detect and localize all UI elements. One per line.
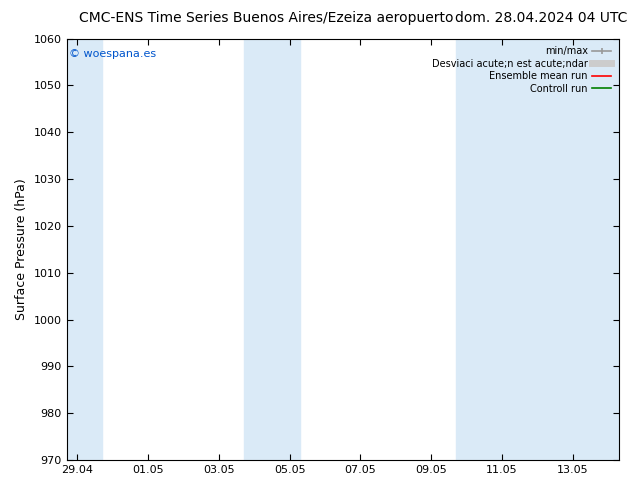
Text: © woespana.es: © woespana.es <box>69 49 157 59</box>
Legend: min/max, Desviaci acute;n est acute;ndar, Ensemble mean run, Controll run: min/max, Desviaci acute;n est acute;ndar… <box>429 44 614 97</box>
Bar <box>67 39 102 460</box>
Bar <box>243 39 301 460</box>
Bar <box>456 39 619 460</box>
Text: dom. 28.04.2024 04 UTC: dom. 28.04.2024 04 UTC <box>455 11 628 25</box>
Y-axis label: Surface Pressure (hPa): Surface Pressure (hPa) <box>15 178 28 320</box>
Text: CMC-ENS Time Series Buenos Aires/Ezeiza aeropuerto: CMC-ENS Time Series Buenos Aires/Ezeiza … <box>79 11 453 25</box>
